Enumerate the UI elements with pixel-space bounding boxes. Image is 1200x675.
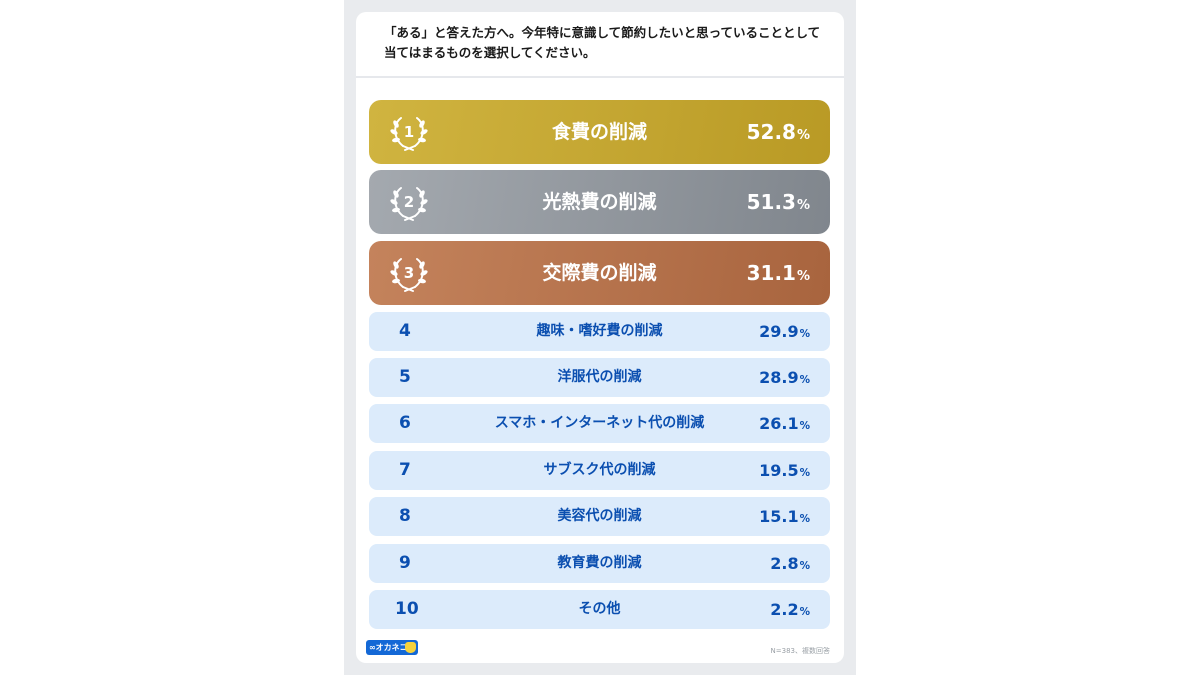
value-number: 2.8 (770, 554, 799, 573)
laurel-wreath-icon: 2 (390, 187, 428, 221)
value-unit: % (796, 269, 810, 284)
value-number: 19.5 (759, 461, 799, 480)
item-label: その他 (578, 601, 621, 617)
item-value: 2.8% (770, 544, 810, 583)
laurel-wreath-icon: 1 (390, 117, 428, 151)
item-label: 趣味・嗜好費の削減 (536, 323, 663, 339)
ranking-row-5: 5 洋服代の削減 28.9% (369, 358, 830, 397)
ranking-row-6: 6 スマホ・インターネット代の削減 26.1% (369, 404, 830, 443)
question-text: 「ある」と答えた方へ。今年特に意識して節約したいと思っていることとして当てはまる… (384, 25, 821, 60)
value-number: 26.1 (759, 414, 799, 433)
item-label: 光熱費の削減 (542, 191, 657, 213)
rank-number: 8 (399, 506, 411, 526)
value-unit: % (799, 513, 810, 525)
logo-text: ∞オカネコ (369, 643, 408, 652)
value-number: 2.2 (770, 600, 799, 619)
question-header (356, 12, 844, 78)
ranking-row-2: 2 光熱費の削減 51.3% (369, 170, 830, 234)
rank-number: 10 (395, 599, 419, 619)
item-label: サブスク代の削減 (543, 462, 656, 478)
item-label: 交際費の削減 (542, 262, 657, 284)
item-value: 28.9% (759, 358, 810, 397)
rank-number: 3 (404, 264, 414, 282)
ranking-row-7: 7 サブスク代の削減 19.5% (369, 451, 830, 490)
item-label: スマホ・インターネット代の削減 (494, 415, 705, 431)
item-value: 15.1% (759, 497, 810, 536)
value-unit: % (799, 606, 810, 618)
value-number: 28.9 (759, 368, 799, 387)
item-label: 食費の削減 (551, 121, 647, 143)
value-number: 29.9 (759, 322, 799, 341)
rank-number: 5 (399, 367, 411, 387)
value-unit: % (799, 374, 810, 386)
ranking-row-4: 4 趣味・嗜好費の削減 29.9% (369, 312, 830, 351)
item-value: 19.5% (759, 451, 810, 490)
value-unit: % (796, 128, 810, 143)
ranking-row-9: 9 教育費の削減 2.8% (369, 544, 830, 583)
ranking-row-8: 8 美容代の削減 15.1% (369, 497, 830, 536)
rank-number: 7 (399, 460, 411, 480)
value-unit: % (799, 328, 810, 340)
ranking-row-10: 10 その他 2.2% (369, 590, 830, 629)
item-value: 2.2% (770, 590, 810, 629)
item-value: 51.3% (747, 170, 810, 234)
rank-number: 1 (404, 123, 414, 141)
okaneko-logo: ∞オカネコ (366, 640, 418, 655)
item-value: 31.1% (747, 241, 810, 305)
value-unit: % (799, 420, 810, 432)
item-value: 26.1% (759, 404, 810, 443)
rank-number: 2 (404, 193, 414, 211)
footnote: N=383、複数回答 (770, 647, 830, 655)
item-label: 教育費の削減 (557, 555, 642, 571)
rank-number: 6 (399, 413, 411, 433)
value-unit: % (799, 560, 810, 572)
ranking-row-1: 1 食費の削減 52.8% (369, 100, 830, 164)
value-number: 52.8 (746, 120, 796, 144)
laurel-wreath-icon: 3 (390, 258, 428, 292)
okaneko-cat-icon (405, 642, 416, 653)
value-number: 15.1 (759, 507, 799, 526)
rank-number: 9 (399, 553, 411, 573)
rank-number: 4 (399, 321, 411, 341)
item-label: 洋服代の削減 (557, 369, 642, 385)
value-unit: % (799, 467, 810, 479)
item-value: 52.8% (747, 100, 810, 164)
value-unit: % (796, 198, 810, 213)
value-number: 31.1 (746, 261, 796, 285)
value-number: 51.3 (746, 190, 796, 214)
ranking-row-3: 3 交際費の削減 31.1% (369, 241, 830, 305)
item-value: 29.9% (759, 312, 810, 351)
item-label: 美容代の削減 (557, 508, 642, 524)
